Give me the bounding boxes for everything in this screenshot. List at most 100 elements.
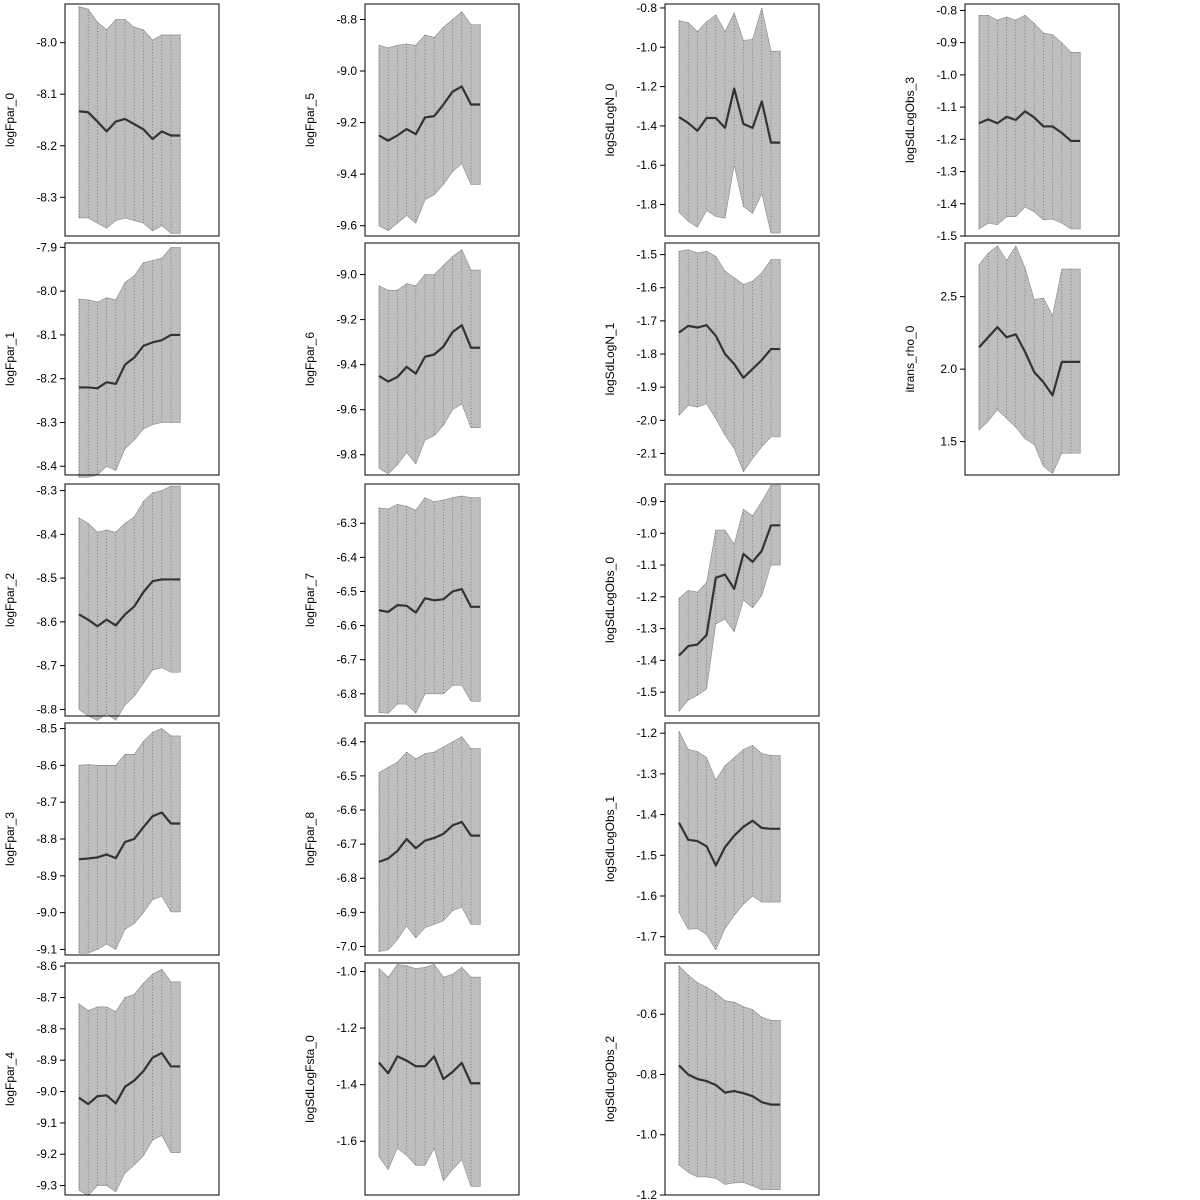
y-tick-label: -8.6 [36, 758, 57, 772]
y-axis-label: logSdLogFsta_0 [303, 1035, 317, 1123]
panel-logFpar_0: -8.0 -8.1 -8.2 -8.3 logFpar_0 [3, 3, 220, 237]
y-tick-label: -9.2 [336, 313, 357, 327]
panel-frame [964, 242, 1120, 476]
y-axis-label: logSdLogN_1 [603, 322, 617, 395]
y-tick-label: -8.0 [36, 284, 57, 298]
y-tick-label: -1.5 [936, 229, 957, 243]
y-tick-label: -8.8 [336, 12, 357, 26]
y-tick-label: -9.2 [36, 1147, 57, 1161]
y-tick-label: -1.8 [636, 347, 657, 361]
y-tick-label: -1.7 [636, 314, 657, 328]
y-tick-label: -8.8 [36, 702, 57, 716]
y-tick-label: -9.2 [336, 116, 357, 130]
y-axis-label: logFpar_4 [3, 1052, 17, 1106]
y-tick-label: -1.8 [636, 198, 657, 212]
y-axis-label: logFpar_8 [303, 812, 317, 866]
panel-frame [664, 483, 820, 717]
panel-frame [664, 962, 820, 1196]
panel-logFpar_5: -8.8 -9.0 -9.2 -9.4 -9.6 logFpar_5 [303, 3, 520, 237]
y-tick-label: -9.6 [336, 219, 357, 233]
y-tick-label: -1.3 [936, 165, 957, 179]
y-tick-label: -2.0 [636, 413, 657, 427]
panel-frame [964, 3, 1120, 237]
panel-logSdLogObs_1: -1.2 -1.3 -1.4 -1.5 -1.6 -1.7 logSdLogObs_1 [603, 722, 820, 956]
y-tick-label: -9.4 [336, 167, 357, 181]
y-tick-label: -9.0 [336, 268, 357, 282]
y-tick-label: -1.7 [636, 930, 657, 944]
confidence-band [378, 495, 481, 714]
estimate-line [678, 1064, 781, 1106]
y-tick-label: -6.9 [336, 905, 357, 919]
panel-logSdLogObs_0: -0.9 -1.0 -1.1 -1.2 -1.3 -1.4 -1.5 logSdLogObs_… [603, 483, 820, 717]
y-tick-label: -8.9 [36, 869, 57, 883]
estimate-line [378, 820, 481, 863]
panel-logFpar_1: -7.9 -8.0 -8.1 -8.2 -8.3 -8.4 logFpar_1 [3, 240, 220, 478]
y-axis-label: logSdLogObs_2 [603, 1036, 617, 1122]
y-tick-label: -6.7 [336, 653, 357, 667]
y-tick-label: -1.4 [636, 808, 657, 822]
y-tick-label: -7.0 [336, 939, 357, 953]
y-tick-label: 2.0 [940, 362, 957, 376]
y-axis-label: logFpar_0 [3, 93, 17, 147]
panel-frame [664, 722, 820, 956]
confidence-band [78, 6, 181, 234]
y-axis-label: logSdLogObs_0 [603, 557, 617, 643]
panel-itrans_rho_0: 1.5 2.0 2.5 itrans_rho_0 [903, 242, 1120, 476]
y-tick-label: -1.0 [336, 964, 357, 978]
y-tick-label: -1.6 [636, 281, 657, 295]
y-tick-label: -8.2 [36, 139, 57, 153]
estimate-line [978, 326, 1081, 397]
y-tick-label: -8.8 [36, 1022, 57, 1036]
y-tick-label: -1.4 [936, 197, 957, 211]
confidence-band [378, 11, 481, 232]
y-tick-label: -1.9 [636, 380, 657, 394]
panel-frame [64, 242, 220, 476]
estimate-line [378, 85, 481, 142]
y-tick-label: -0.8 [636, 1067, 657, 1081]
panel-logFpar_7: -6.3 -6.4 -6.5 -6.6 -6.7 -6.8 logFpar_7 [303, 483, 520, 717]
estimate-line [78, 1051, 181, 1106]
y-tick-label: -0.8 [936, 3, 957, 17]
y-tick-label: -8.5 [36, 571, 57, 585]
y-tick-label: -6.5 [336, 769, 357, 783]
estimate-line [378, 324, 481, 383]
y-tick-label: -9.8 [336, 448, 357, 462]
y-tick-label: -6.4 [336, 550, 357, 564]
y-tick-label: -1.6 [636, 889, 657, 903]
y-tick-label: -9.0 [36, 906, 57, 920]
y-axis-label: logFpar_5 [303, 93, 317, 147]
y-axis-label: itrans_rho_0 [903, 325, 917, 392]
y-tick-label: -1.2 [636, 726, 657, 740]
panel-frame [64, 962, 220, 1196]
y-tick-label: -1.5 [636, 248, 657, 262]
y-tick-label: -0.9 [636, 494, 657, 508]
panel-frame [664, 242, 820, 476]
estimate-line [78, 578, 181, 628]
y-tick-label: -1.5 [636, 685, 657, 699]
y-tick-label: -1.2 [636, 80, 657, 94]
y-tick-label: -6.6 [336, 803, 357, 817]
y-tick-label: -1.0 [636, 1128, 657, 1142]
y-tick-label: 2.5 [940, 290, 957, 304]
y-tick-label: -1.4 [336, 1078, 357, 1092]
panel-logSdLogObs_2: -0.6 -0.8 -1.0 -1.2 logSdLogObs_2 [603, 962, 820, 1200]
y-tick-label: -8.0 [36, 36, 57, 50]
y-tick-label: -1.0 [636, 40, 657, 54]
y-tick-label: -9.0 [36, 1085, 57, 1099]
y-tick-label: -6.6 [336, 619, 357, 633]
y-tick-label: -8.3 [36, 484, 57, 498]
y-tick-label: -1.0 [636, 526, 657, 540]
panel-logSdLogFsta_0: -1.0 -1.2 -1.4 -1.6 logSdLogFsta_0 [303, 962, 520, 1196]
y-axis-label: logFpar_2 [3, 573, 17, 627]
y-axis-label: logSdLogObs_3 [903, 77, 917, 163]
y-tick-label: -1.2 [936, 132, 957, 146]
y-tick-label: -1.6 [336, 1134, 357, 1148]
panel-frame [64, 3, 220, 237]
y-tick-label: -8.6 [36, 959, 57, 973]
panel-logFpar_2: -8.3 -8.4 -8.5 -8.6 -8.7 -8.8 logFpar_2 [3, 483, 220, 721]
y-axis-label: logFpar_6 [303, 332, 317, 386]
y-tick-label: -8.1 [36, 328, 57, 342]
panel-frame [364, 3, 520, 237]
y-tick-label: -8.9 [36, 1053, 57, 1067]
